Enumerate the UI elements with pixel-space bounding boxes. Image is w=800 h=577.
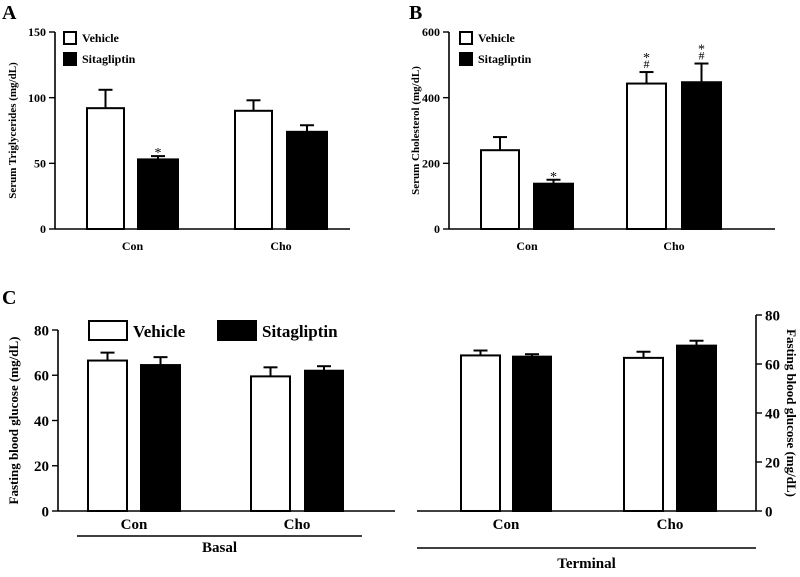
legend-label: Sitagliptin bbox=[82, 52, 136, 66]
y-tick-label: 50 bbox=[34, 157, 46, 171]
significance-mark: # bbox=[699, 49, 705, 63]
y-tick-label: 80 bbox=[34, 323, 49, 339]
group-label: Terminal bbox=[557, 556, 616, 572]
y-tick-label: 40 bbox=[765, 406, 780, 422]
significance-mark: * bbox=[643, 51, 650, 66]
significance-mark: * bbox=[155, 146, 162, 161]
x-category-label: Con bbox=[516, 239, 538, 253]
significance-mark: * bbox=[550, 170, 557, 185]
bar-vehicle-con bbox=[460, 354, 501, 512]
y-tick-label: 0 bbox=[40, 222, 46, 236]
bar-sitagliptin-con bbox=[140, 364, 181, 512]
bar-sitagliptin-cho bbox=[676, 344, 717, 512]
y-tick-label: 20 bbox=[765, 455, 780, 471]
y-tick-label: 80 bbox=[765, 308, 780, 324]
y-tick-label: 100 bbox=[28, 91, 46, 105]
panel-label: A bbox=[2, 2, 17, 24]
chart-panel-b: B 0 200 400 600 Serum Cholesterol (mg/dL) * Con… bbox=[409, 2, 775, 253]
bar-vehicle-cho bbox=[234, 109, 273, 230]
bar-sitagliptin-cho bbox=[286, 130, 328, 231]
y-tick-label: 20 bbox=[34, 459, 49, 475]
legend: Vehicle Sitagliptin bbox=[63, 31, 136, 66]
x-category-label: Cho bbox=[284, 517, 311, 533]
x-category-label: Cho bbox=[657, 517, 684, 533]
y-tick-label: 0 bbox=[434, 222, 440, 236]
bar-sitagliptin-cho bbox=[304, 369, 344, 512]
y-axis-label: Fasting blood glucose (mg/dL) bbox=[784, 329, 799, 497]
y-axis-label: Serum Triglycerides (mg/dL) bbox=[7, 62, 19, 199]
y-axis-label: Fasting blood glucose (mg/dL) bbox=[6, 337, 21, 505]
y-tick-label: 0 bbox=[765, 504, 773, 520]
legend-swatch-sitagliptin bbox=[459, 52, 473, 66]
bar-vehicle-con bbox=[480, 149, 520, 230]
legend-label: Vehicle bbox=[133, 322, 186, 341]
bar-sitagliptin-con bbox=[137, 158, 179, 230]
panel-label: C bbox=[2, 287, 16, 309]
legend-label: Vehicle bbox=[478, 31, 516, 45]
x-category-label: Con bbox=[122, 239, 144, 253]
legend-swatch-sitagliptin bbox=[63, 52, 77, 66]
bar-sitagliptin-con bbox=[512, 355, 552, 512]
bar-vehicle-cho bbox=[626, 82, 667, 230]
panel-label: B bbox=[409, 2, 422, 24]
legend-label: Sitagliptin bbox=[478, 52, 532, 66]
legend-swatch-vehicle bbox=[459, 31, 473, 45]
x-category-label: Cho bbox=[663, 239, 684, 253]
x-category-label: Cho bbox=[270, 239, 291, 253]
legend-swatch-vehicle bbox=[88, 320, 128, 341]
y-tick-label: 0 bbox=[42, 504, 50, 520]
legend-label: Vehicle bbox=[82, 31, 120, 45]
legend: Vehicle Sitagliptin bbox=[459, 31, 532, 66]
chart-panel-c: C 0 20 40 60 80 Fasting blood glucose (mg/dL) C… bbox=[2, 287, 395, 556]
y-tick-label: 150 bbox=[28, 25, 46, 39]
y-tick-label: 600 bbox=[422, 25, 440, 39]
x-category-label: Con bbox=[493, 517, 520, 533]
significance-mark: * bbox=[698, 43, 705, 58]
x-category-label: Con bbox=[121, 517, 148, 533]
chart-panel-terminal: 0 20 40 60 80 Fasting blood glucose (mg/dL) Co… bbox=[417, 308, 799, 572]
bar-sitagliptin-con bbox=[533, 182, 574, 231]
significance-mark: # bbox=[644, 57, 650, 71]
bar-vehicle-cho bbox=[623, 356, 664, 512]
y-tick-label: 40 bbox=[34, 414, 49, 430]
legend-swatch-vehicle bbox=[63, 31, 77, 45]
bar-vehicle-con bbox=[87, 359, 128, 513]
legend-label: Sitagliptin bbox=[262, 322, 338, 341]
chart-panel-a: A 0 50 100 150 Serum Triglycerides (mg/dL) * Co… bbox=[2, 2, 350, 253]
y-axis-label: Serum Cholesterol (mg/dL) bbox=[410, 66, 422, 195]
y-tick-label: 400 bbox=[422, 91, 440, 105]
legend: Vehicle Sitagliptin bbox=[88, 320, 338, 341]
y-tick-label: 60 bbox=[765, 357, 780, 373]
y-tick-label: 60 bbox=[34, 369, 49, 385]
bar-vehicle-con bbox=[86, 107, 125, 230]
legend-swatch-sitagliptin bbox=[217, 320, 257, 341]
bar-sitagliptin-cho bbox=[681, 81, 722, 230]
y-tick-label: 200 bbox=[422, 157, 440, 171]
group-label: Basal bbox=[202, 540, 237, 556]
bar-vehicle-cho bbox=[250, 375, 291, 512]
